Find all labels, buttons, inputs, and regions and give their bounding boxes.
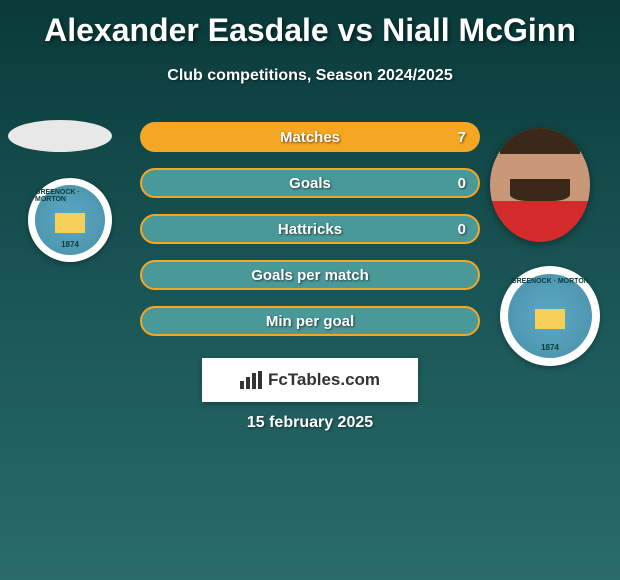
stat-value: 7	[458, 129, 466, 146]
club-crest-left: GREENOCK · MORTON 1874	[28, 178, 112, 262]
crest-ship-icon	[55, 213, 85, 233]
stat-row-min-per-goal: Min per goal	[140, 306, 480, 336]
crest-ship-icon	[535, 309, 565, 329]
date-label: 15 february 2025	[0, 414, 620, 432]
stat-label: Min per goal	[266, 313, 354, 330]
crest-year: 1874	[541, 343, 559, 352]
player-left-placeholder	[8, 120, 112, 152]
stat-row-matches: Matches 7	[140, 122, 480, 152]
stat-row-goals-per-match: Goals per match	[140, 260, 480, 290]
stats-list: Matches 7 Goals 0 Hattricks 0 Goals per …	[140, 122, 480, 352]
branding-box: FcTables.com	[202, 358, 418, 402]
stat-row-hattricks: Hattricks 0	[140, 214, 480, 244]
stat-label: Hattricks	[278, 221, 342, 238]
crest-top-text: GREENOCK · MORTON	[511, 278, 589, 285]
chart-icon	[240, 371, 262, 389]
stat-label: Matches	[280, 129, 340, 146]
page-title: Alexander Easdale vs Niall McGinn	[0, 0, 620, 49]
branding-text: FcTables.com	[268, 370, 380, 390]
stat-value: 0	[458, 221, 466, 238]
crest-year: 1874	[61, 240, 79, 249]
club-crest-right: GREENOCK · MORTON 1874	[500, 266, 600, 366]
stat-value: 0	[458, 175, 466, 192]
stat-label: Goals	[289, 175, 331, 192]
stat-label: Goals per match	[251, 267, 369, 284]
page-subtitle: Club competitions, Season 2024/2025	[0, 67, 620, 85]
player-right-photo	[490, 128, 590, 242]
stat-row-goals: Goals 0	[140, 168, 480, 198]
crest-top-text: GREENOCK · MORTON	[35, 189, 105, 203]
